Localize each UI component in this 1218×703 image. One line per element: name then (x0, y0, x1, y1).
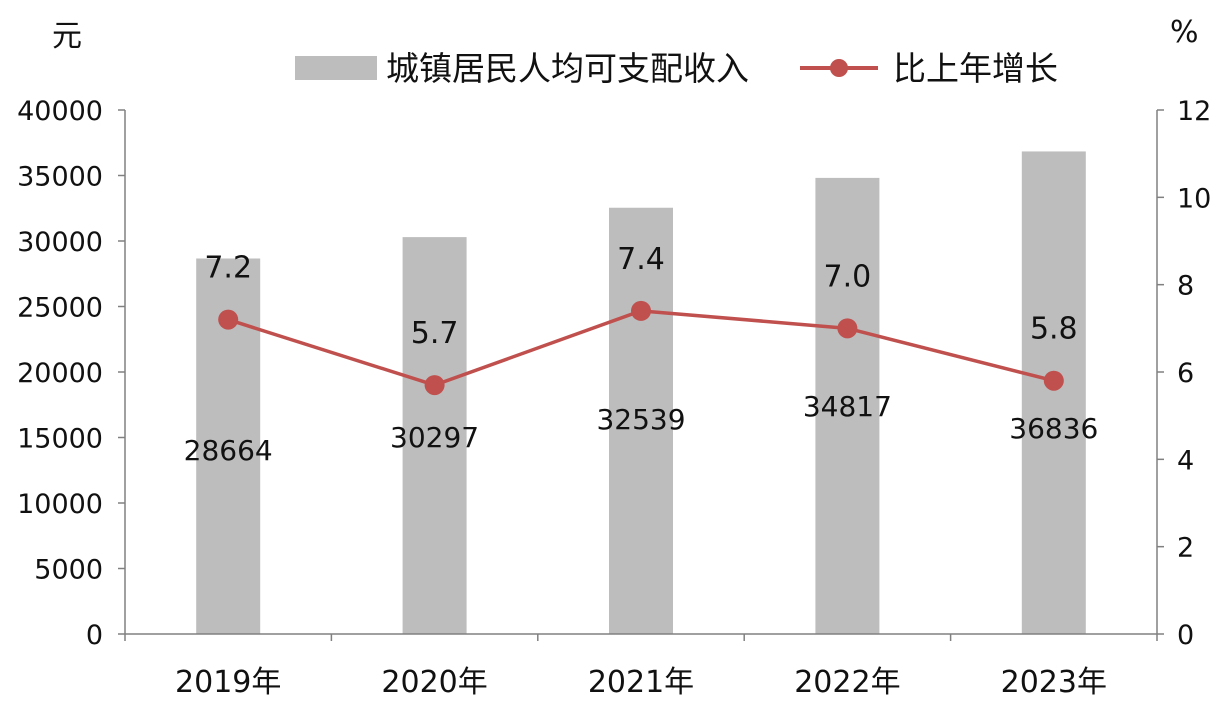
left-tick-label: 25000 (17, 293, 103, 324)
legend-line-marker (830, 59, 848, 77)
right-axis-unit: % (1170, 15, 1199, 50)
left-tick-label: 0 (86, 620, 103, 651)
right-tick-label: 12 (1177, 96, 1211, 127)
growth-point (837, 318, 858, 339)
legend-bar-label: 城镇居民人均可支配收入 (386, 49, 749, 88)
growth-point (1043, 370, 1064, 391)
right-tick-label: 2 (1177, 533, 1194, 564)
bar-value-label: 34817 (803, 390, 892, 423)
right-tick-label: 10 (1177, 183, 1211, 214)
bar (609, 207, 673, 634)
right-tick-label: 4 (1177, 445, 1194, 476)
left-tick-label: 15000 (17, 424, 103, 455)
left-tick-label: 20000 (17, 358, 103, 389)
bar-data-labels: 28664 30297 32539 34817 36836 (184, 390, 1099, 467)
growth-value-label: 5.8 (1030, 312, 1078, 347)
category-label: 2021年 (588, 665, 694, 700)
category-label: 2019年 (175, 665, 281, 700)
right-axis-ticks: 0 2 4 6 8 10 12 (1157, 96, 1211, 651)
bar-value-label: 36836 (1009, 412, 1098, 445)
left-tick-label: 40000 (17, 96, 103, 127)
legend-line-label: 比上年增长 (893, 49, 1058, 88)
category-label: 2023年 (1001, 665, 1107, 700)
left-tick-label: 5000 (34, 555, 103, 586)
bar-value-label: 32539 (596, 403, 685, 436)
left-axis-unit: 元 (52, 19, 82, 54)
growth-point (631, 300, 651, 321)
growth-value-label: 7.0 (824, 259, 872, 294)
category-label: 2022年 (794, 665, 900, 700)
legend-bar-swatch (295, 56, 377, 80)
growth-value-label: 7.2 (204, 251, 252, 286)
category-labels: 2019年 2020年 2021年 2022年 2023年 (175, 665, 1107, 700)
right-tick-label: 0 (1177, 620, 1194, 651)
category-label: 2020年 (381, 665, 487, 700)
growth-value-label: 5.7 (411, 316, 459, 351)
left-tick-label: 35000 (17, 162, 103, 193)
left-axis-ticks: 0 5000 10000 15000 20000 25000 30000 35000 40000 (17, 96, 125, 651)
line-series (218, 300, 1064, 396)
right-tick-label: 6 (1177, 358, 1194, 389)
bar (402, 237, 467, 634)
growth-point (424, 375, 445, 396)
bar (1021, 151, 1086, 634)
growth-value-label: 7.4 (617, 242, 665, 277)
legend: 城镇居民人均可支配收入 比上年增长 (295, 49, 1058, 88)
growth-point (218, 309, 239, 330)
line-data-labels: 7.2 5.7 7.4 7.0 5.8 (204, 242, 1077, 351)
left-tick-label: 10000 (17, 489, 103, 520)
bar-value-label: 30297 (390, 421, 479, 454)
right-tick-label: 8 (1177, 271, 1194, 302)
axes (124, 110, 1158, 641)
bar-value-label: 28664 (184, 434, 273, 467)
bar (815, 177, 880, 635)
left-tick-label: 30000 (17, 227, 103, 258)
bar-series (196, 151, 1086, 635)
